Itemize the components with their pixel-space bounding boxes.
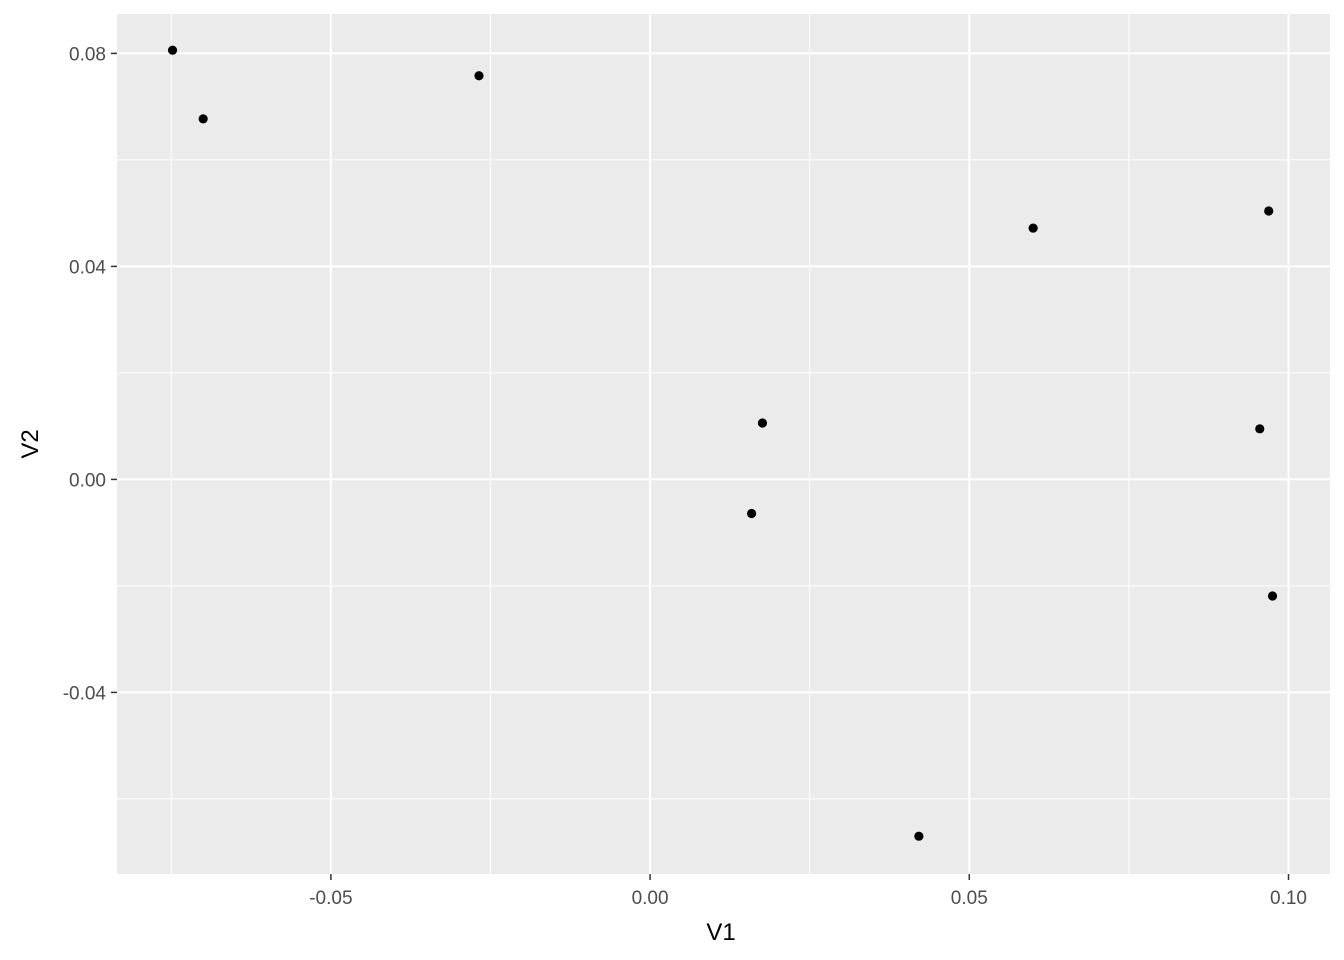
data-point [1028, 223, 1038, 233]
y-tick-label: 0.00 [69, 470, 106, 491]
data-point [1255, 424, 1265, 434]
data-point [474, 71, 484, 81]
y-axis-ticks: -0.04 0.00 0.04 0.08 [63, 44, 117, 704]
data-point [1264, 206, 1274, 216]
data-point [757, 418, 768, 428]
x-tick-label: 0.00 [632, 888, 669, 909]
x-tick-label: 0.05 [951, 888, 988, 909]
x-tick-label: -0.05 [309, 888, 352, 909]
data-point [167, 45, 178, 55]
x-tick-label: 0.10 [1270, 888, 1307, 909]
y-tick-label: 0.04 [69, 257, 106, 278]
data-point [198, 114, 208, 124]
major-gridlines [117, 14, 1330, 874]
data-point [1267, 591, 1278, 601]
y-tick-label: 0.08 [69, 44, 106, 65]
x-axis-ticks: -0.05 0.00 0.05 0.10 [309, 874, 1307, 909]
data-points [167, 45, 1278, 841]
plot-panel [117, 14, 1330, 874]
data-point [746, 508, 757, 519]
y-tick-label: -0.04 [63, 683, 107, 704]
x-axis-title: V1 [706, 919, 735, 946]
minor-gridlines [117, 14, 1330, 874]
data-point [914, 831, 924, 841]
y-axis-title: V2 [17, 429, 44, 458]
